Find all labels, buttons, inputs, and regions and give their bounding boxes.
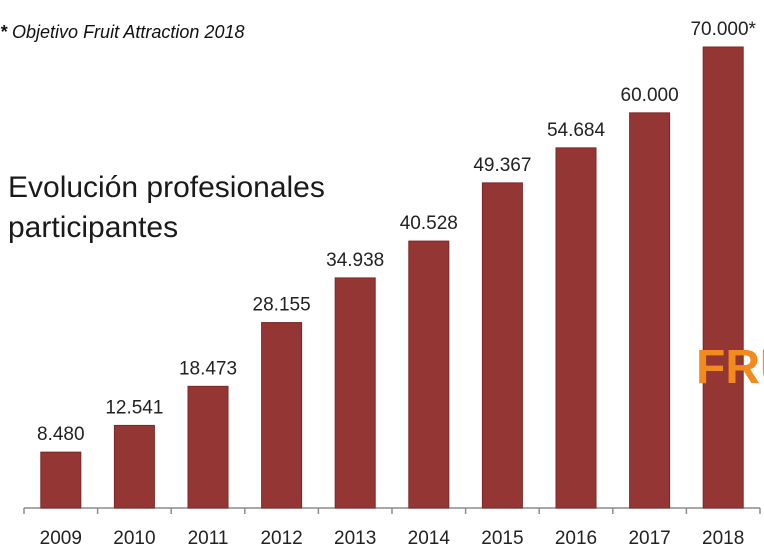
chart-title-line-1: Evolución profesionales	[8, 171, 325, 204]
x-tick-label-2013: 2013	[334, 528, 376, 549]
bar-2018	[702, 46, 744, 509]
data-label-2012: 28.155	[253, 295, 311, 316]
brand-logo-fragment: FRU	[696, 341, 764, 394]
note-asterisk: *	[0, 22, 8, 42]
bar-2017	[629, 112, 671, 509]
bar-2011	[187, 385, 229, 509]
x-tick-label-2010: 2010	[113, 528, 155, 549]
x-tick-label-2009: 2009	[40, 528, 82, 549]
data-label-2017: 60.000	[621, 85, 679, 106]
bar-2009	[40, 451, 82, 509]
chart-title-line-2: participantes	[8, 211, 179, 244]
data-label-2009: 8.480	[37, 424, 85, 445]
data-label-2015: 49.367	[473, 155, 531, 176]
bar-2016	[555, 147, 597, 509]
x-tick-label-2014: 2014	[408, 528, 451, 549]
target-note: * Objetivo Fruit Attraction 2018	[0, 22, 244, 43]
data-label-2018: 70.000*	[690, 19, 756, 40]
x-tick-label-2012: 2012	[260, 528, 302, 549]
bar-2013	[334, 277, 376, 509]
x-tick-labels-group: 2009 2010 2011 2012 2013 2014 2015 2016 2017 2018	[40, 528, 745, 549]
bar-2014	[408, 240, 450, 509]
data-label-2010: 12.541	[105, 397, 163, 418]
bar-2015	[481, 182, 523, 509]
bar-2010	[113, 424, 155, 509]
x-tick-label-2015: 2015	[481, 528, 523, 549]
data-label-2013: 34.938	[326, 250, 384, 271]
x-tick-label-2017: 2017	[628, 528, 670, 549]
bars-group	[40, 46, 744, 509]
tick-marks-group	[23, 508, 761, 514]
note-text: Objetivo Fruit Attraction 2018	[12, 22, 245, 42]
data-label-2011: 18.473	[179, 358, 237, 379]
bar-2012	[261, 322, 303, 509]
data-label-2014: 40.528	[400, 213, 458, 234]
data-label-2016: 54.684	[547, 120, 606, 141]
x-tick-label-2011: 2011	[188, 528, 229, 549]
x-tick-label-2016: 2016	[555, 528, 597, 549]
chart-title: Evolución profesionales participantes	[8, 168, 325, 248]
data-labels-group: 8.480 12.541 18.473 28.155 34.938 40.528 49.36…	[37, 19, 757, 445]
x-tick-label-2018: 2018	[702, 528, 744, 549]
